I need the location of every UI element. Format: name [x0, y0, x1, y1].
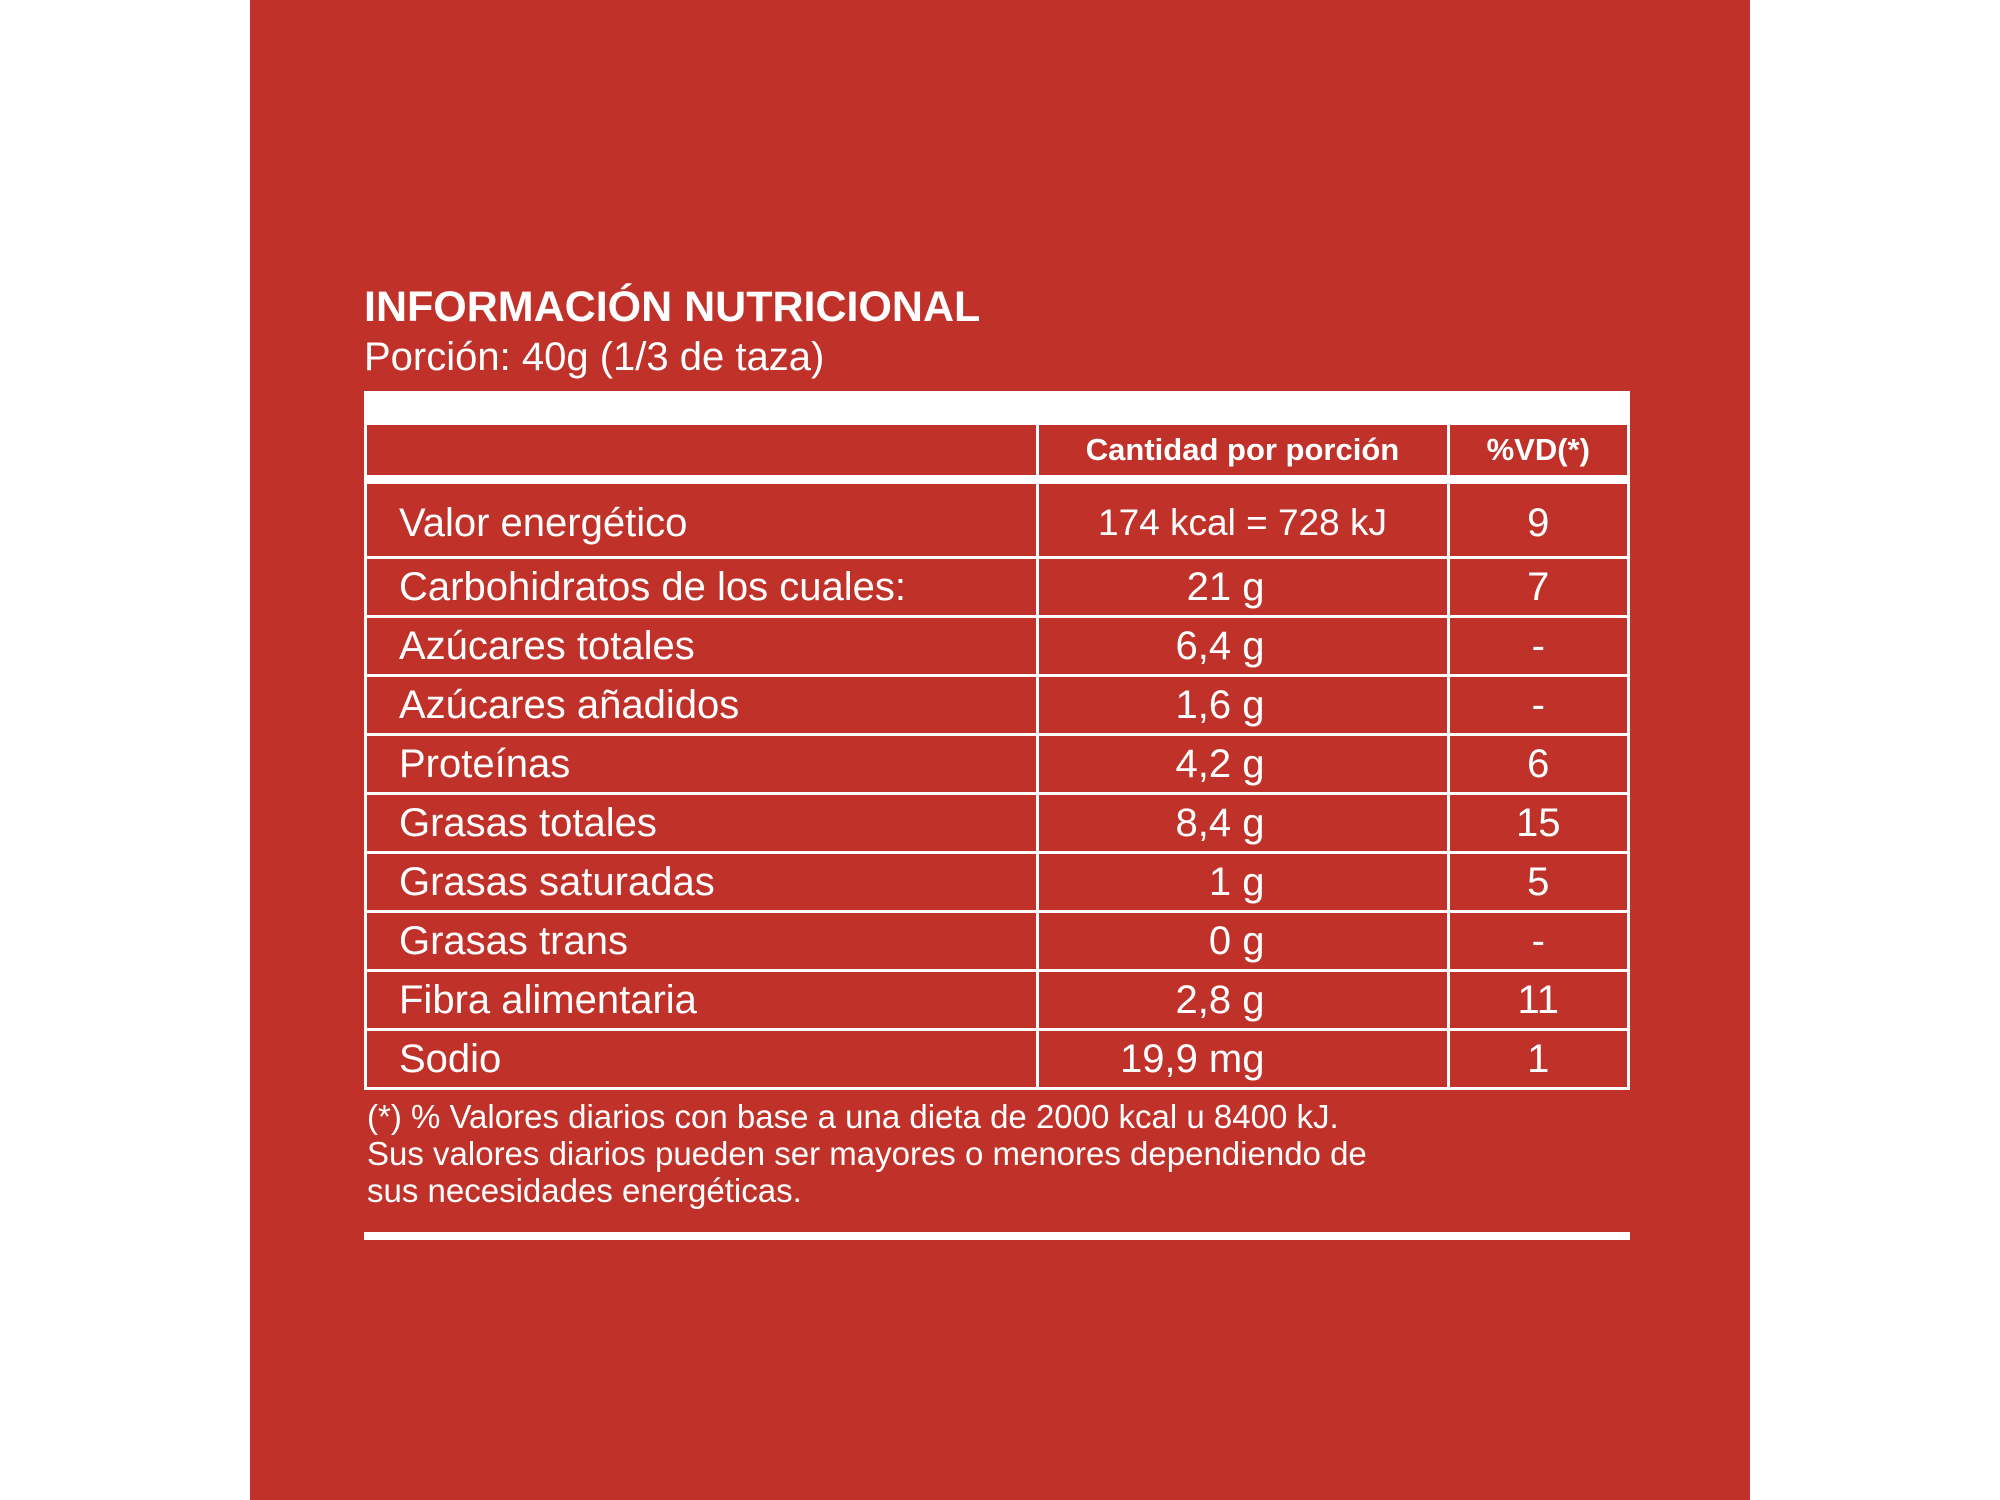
table-row: Carbohidratos de los cuales: 21 g 7 — [367, 557, 1627, 618]
nutrient-name: Grasas totales — [367, 793, 1039, 854]
nutrient-daily-value: - — [1448, 675, 1627, 736]
table-row: Grasas saturadas 1 g 5 — [367, 852, 1627, 913]
nutrient-daily-value: 1 — [1527, 1036, 1550, 1081]
nutrient-daily-value: 11 — [1448, 970, 1627, 1031]
nutrient-name: Valor energético — [367, 479, 1039, 559]
nutrient-daily-value: 5 — [1448, 852, 1627, 913]
table-row: Azúcares totales 6,4 g - — [367, 616, 1627, 677]
nutrition-table: Cantidad por porción %VD(*) Valor energé… — [367, 425, 1627, 1087]
nutrient-daily-value: 9 — [1448, 479, 1627, 559]
nutrient-name: Fibra alimentaria — [367, 970, 1039, 1031]
portion-size: Porción: 40g (1/3 de taza) — [364, 335, 825, 379]
nutrient-daily-value: 6 — [1448, 734, 1627, 795]
nutrient-name: Azúcares totales — [367, 616, 1039, 677]
table-row: Sodio 19,9 mg 1 — [367, 1029, 1627, 1087]
bottom-divider — [364, 1232, 1630, 1240]
nutrient-amount: 6,4 g — [1037, 616, 1450, 677]
nutrient-amount: 2,8 g — [1037, 970, 1450, 1031]
footnote-line: Sus valores diarios pueden ser mayores o… — [367, 1135, 1367, 1172]
table-header-row: Cantidad por porción %VD(*) — [367, 425, 1627, 484]
footnote-line: (*) % Valores diarios con base a una die… — [367, 1098, 1339, 1135]
nutrient-name: Azúcares añadidos — [367, 675, 1039, 736]
nutrient-amount: 1 g — [1037, 852, 1450, 913]
nutrient-name: Sodio — [367, 1029, 1039, 1087]
label-title: INFORMACIÓN NUTRICIONAL — [364, 283, 981, 331]
nutrient-daily-value: 7 — [1448, 557, 1627, 618]
header-nutrient — [367, 425, 1039, 484]
table-row: Proteínas 4,2 g 6 — [367, 734, 1627, 795]
nutrition-table-frame: Cantidad por porción %VD(*) Valor energé… — [364, 391, 1630, 1090]
nutrient-name: Carbohidratos de los cuales: — [367, 557, 1039, 618]
table-row: Valor energético 174 kcal = 728 kJ 9 — [367, 479, 1627, 559]
table-row: Fibra alimentaria 2,8 g 11 — [367, 970, 1627, 1031]
nutrient-amount: 8,4 g — [1037, 793, 1450, 854]
header-amount-per-portion: Cantidad por porción — [1037, 425, 1450, 484]
nutrient-name: Grasas trans — [367, 911, 1039, 972]
nutrient-amount: 174 kcal = 728 kJ — [1037, 479, 1450, 559]
nutrient-amount: 19,9 mg — [1037, 1029, 1450, 1087]
table-row: Grasas trans 0 g - — [367, 911, 1627, 972]
nutrient-daily-value: 15 — [1448, 793, 1627, 854]
table-row: Grasas totales 8,4 g 15 — [367, 793, 1627, 854]
nutrient-amount: 21 g — [1037, 557, 1450, 618]
nutrient-daily-value: - — [1448, 911, 1627, 972]
table-row: Azúcares añadidos 1,6 g - — [367, 675, 1627, 736]
nutrient-name: Grasas saturadas — [367, 852, 1039, 913]
nutrient-daily-value: - — [1448, 616, 1627, 677]
nutrient-name: Proteínas — [367, 734, 1039, 795]
nutrient-amount: 0 g — [1037, 911, 1450, 972]
daily-value-footnote: (*) % Valores diarios con base a una die… — [367, 1098, 1627, 1209]
header-daily-value: %VD(*) — [1448, 425, 1627, 484]
footnote-line: sus necesidades energéticas. — [367, 1172, 802, 1209]
nutrient-amount: 4,2 g — [1037, 734, 1450, 795]
nutrient-amount: 1,6 g — [1037, 675, 1450, 736]
